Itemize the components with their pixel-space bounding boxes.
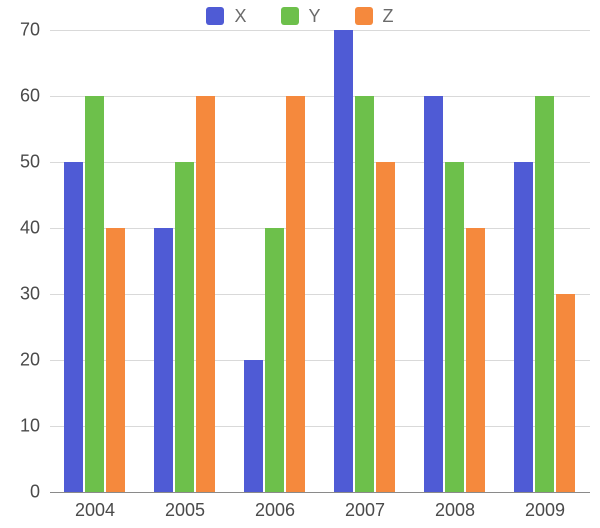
y-tick-label: 40	[20, 218, 50, 239]
bar	[286, 96, 306, 492]
bar	[514, 162, 534, 492]
gridline	[50, 96, 590, 97]
legend-item: Y	[281, 6, 321, 27]
legend-label: Y	[309, 6, 321, 27]
y-tick-label: 30	[20, 284, 50, 305]
legend-item: Z	[355, 6, 394, 27]
gridline	[50, 360, 590, 361]
bar	[445, 162, 465, 492]
x-tick-label: 2004	[75, 492, 115, 521]
gridline	[50, 30, 590, 31]
legend-label: X	[234, 6, 246, 27]
x-tick-label: 2006	[255, 492, 295, 521]
legend-swatch	[206, 7, 224, 25]
bar	[535, 96, 555, 492]
x-tick-label: 2008	[435, 492, 475, 521]
y-tick-label: 70	[20, 20, 50, 41]
bar-chart: XYZ 010203040506070200420052006200720082…	[0, 0, 600, 528]
gridline	[50, 426, 590, 427]
y-tick-label: 20	[20, 350, 50, 371]
legend-label: Z	[383, 6, 394, 27]
x-tick-label: 2007	[345, 492, 385, 521]
y-tick-label: 60	[20, 86, 50, 107]
bar	[355, 96, 375, 492]
bar	[556, 294, 576, 492]
bar	[466, 228, 486, 492]
bar	[196, 96, 216, 492]
bar	[85, 96, 105, 492]
gridline	[50, 162, 590, 163]
y-tick-label: 50	[20, 152, 50, 173]
legend-item: X	[206, 6, 246, 27]
x-axis-line	[50, 492, 590, 493]
y-tick-label: 10	[20, 416, 50, 437]
bar	[424, 96, 444, 492]
bar	[64, 162, 84, 492]
gridline	[50, 228, 590, 229]
gridline	[50, 294, 590, 295]
legend-swatch	[355, 7, 373, 25]
bar	[154, 228, 174, 492]
legend-swatch	[281, 7, 299, 25]
bar	[334, 30, 354, 492]
legend: X Y Z	[0, 2, 600, 30]
plot-area: 010203040506070200420052006200720082009	[50, 30, 590, 492]
x-tick-label: 2009	[525, 492, 565, 521]
bar	[265, 228, 285, 492]
bar	[175, 162, 195, 492]
y-tick-label: 0	[30, 482, 50, 503]
bar	[376, 162, 396, 492]
bar	[244, 360, 264, 492]
bar	[106, 228, 126, 492]
x-tick-label: 2005	[165, 492, 205, 521]
